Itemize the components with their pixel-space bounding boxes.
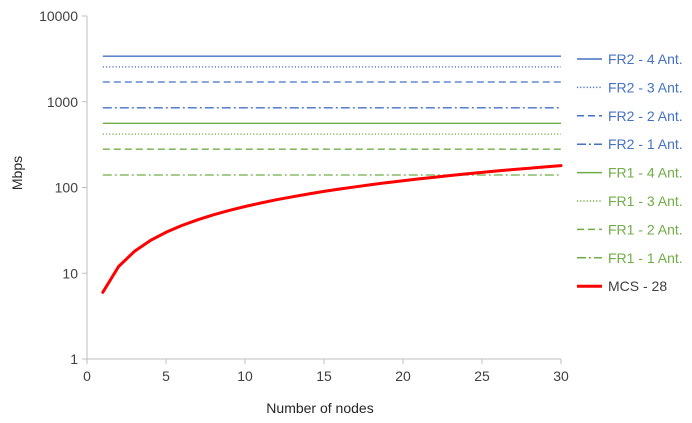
- x-tick-label: 5: [162, 368, 170, 384]
- y-tick-label: 10: [62, 265, 78, 281]
- x-tick-label: 25: [474, 368, 490, 384]
- legend-label-fr2-4-ant: FR2 - 4 Ant.: [608, 51, 683, 67]
- y-tick-label: 1000: [47, 94, 78, 110]
- legend-label-fr1-4-ant: FR1 - 4 Ant.: [608, 165, 683, 181]
- y-tick-label: 1: [70, 351, 78, 367]
- series-line-mcs-28: [101, 164, 563, 294]
- legend-label-fr1-3-ant: FR1 - 3 Ant.: [608, 193, 683, 209]
- axes: 1 10 100 1000 10000 0 5 10 15 20 25 30: [39, 8, 569, 384]
- x-tick-label: 0: [83, 368, 91, 384]
- legend-label-fr2-2-ant: FR2 - 2 Ant.: [608, 108, 683, 124]
- y-tick-label: 100: [55, 180, 79, 196]
- x-axis-label: Number of nodes: [266, 400, 373, 416]
- x-tick-label: 20: [395, 368, 411, 384]
- legend-label-fr2-3-ant: FR2 - 3 Ant.: [608, 79, 683, 95]
- legend-label-mcs-28: MCS - 28: [608, 278, 667, 294]
- plot-area: [101, 55, 563, 294]
- legend-label-fr1-1-ant: FR1 - 1 Ant.: [608, 250, 683, 266]
- y-tick-label: 10000: [39, 8, 78, 24]
- x-tick-label: 15: [316, 368, 332, 384]
- x-tick-label: 10: [237, 368, 253, 384]
- x-tick-label: 30: [553, 368, 569, 384]
- y-axis-label: Mbps: [9, 156, 25, 190]
- legend-label-fr2-1-ant: FR2 - 1 Ant.: [608, 136, 683, 152]
- legend: FR2 - 4 Ant. FR2 - 3 Ant. FR2 - 2 Ant. FR2 …: [577, 51, 683, 294]
- legend-label-fr1-2-ant: FR1 - 2 Ant.: [608, 221, 683, 237]
